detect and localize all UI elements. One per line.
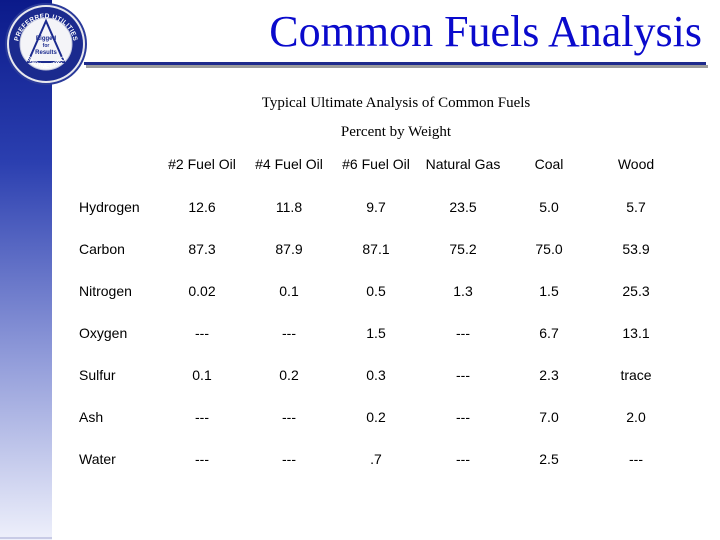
table-cell: .7 [370,451,382,467]
slide-title: Common Fuels Analysis [269,7,702,56]
table-cell: --- [195,325,209,341]
table-cell: 9.7 [366,199,386,215]
table-cell: 75.0 [535,241,563,257]
table-cell: --- [456,367,470,383]
table-cell: 5.0 [539,199,559,215]
table-cell: 87.3 [188,241,216,257]
row-label: Water [79,451,116,467]
table-cell: 7.0 [539,409,559,425]
table-cell: 11.8 [275,199,303,215]
table-cell: 5.7 [626,199,646,215]
logo-center-line3: Results [35,50,57,56]
logo-center-line2: for [43,43,50,49]
table-cell: 13.1 [622,325,650,341]
column-header: Natural Gas [425,156,501,172]
title-rule [84,62,706,65]
table-cell: 53.9 [622,241,650,257]
column-header: Wood [617,156,655,172]
table-cell: --- [282,409,296,425]
row-label: Ash [79,409,104,425]
table-cell: --- [629,451,643,467]
table-cell: 25.3 [622,283,650,299]
row-label: Hydrogen [79,199,140,215]
table-cell: 0.3 [366,367,386,383]
table-cell: 12.6 [188,199,216,215]
sidebar-gradient [0,0,52,540]
row-label: Sulfur [79,367,116,383]
table-cell: --- [456,451,470,467]
table-cell: 0.1 [279,283,299,299]
table-cell: --- [282,451,296,467]
table-cell: 2.0 [626,409,646,425]
table-cell: --- [195,409,209,425]
row-label: Oxygen [79,325,128,341]
column-header: Coal [534,156,564,172]
table-cell: --- [282,325,296,341]
table-cell: 1.3 [453,283,473,299]
table-subtitle: Typical Ultimate Analysis of Common Fuel… [261,95,531,111]
table-cell: 6.7 [539,325,559,341]
table-cell: 1.5 [366,325,386,341]
title-rule-shadow [86,65,708,68]
logo-center-line1: Rigged [36,36,57,42]
table-cell: 23.5 [449,199,477,215]
table-cell: trace [620,367,652,383]
table-cell: --- [456,325,470,341]
column-header: #6 Fuel Oil [342,156,410,172]
company-logo: PREFERRED UTILITIES ENGINEERED Rigged fo… [5,3,87,85]
table-units: Percent by Weight [340,124,452,140]
table-cell: --- [456,409,470,425]
table-cell: 87.9 [275,241,303,257]
table-cell: --- [195,451,209,467]
table-cell: 87.1 [362,241,390,257]
table-cell: 0.02 [188,283,216,299]
table-cell: 75.2 [449,241,477,257]
table-cell: 2.5 [539,451,559,467]
row-label: Nitrogen [79,283,132,299]
table-cell: 0.2 [366,409,386,425]
table-cell: 1.5 [539,283,559,299]
table-cell: 2.3 [539,367,559,383]
table-cell: 0.2 [279,367,299,383]
sidebar-bottom-line [0,537,52,539]
row-label: Carbon [79,241,125,257]
table-cell: 0.1 [192,367,212,383]
column-header: #2 Fuel Oil [168,156,236,172]
table-cell: 0.5 [366,283,386,299]
column-header: #4 Fuel Oil [255,156,323,172]
